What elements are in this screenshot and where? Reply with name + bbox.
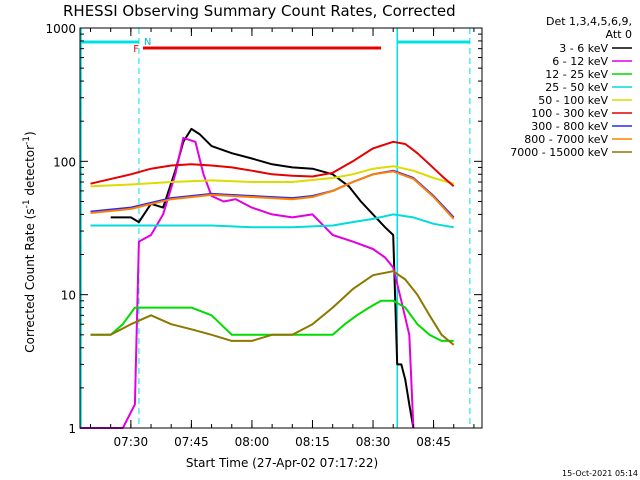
legend-label: 25 - 50 keV [545, 81, 608, 94]
y-tick-label: 100 [53, 155, 76, 169]
y-tick-label: 10 [61, 289, 76, 303]
legend-header: Det 1,3,4,5,6,9, Att 0 [546, 15, 632, 41]
series-line-1 [80, 136, 415, 429]
legend-label: 3 - 6 keV [559, 42, 608, 55]
legend-attenuator: Att 0 [606, 28, 632, 41]
legend-label: 100 - 300 keV [531, 107, 608, 120]
legend-label: 6 - 12 keV [552, 55, 608, 68]
series-line-5 [90, 140, 455, 188]
plot-frame [79, 27, 483, 429]
x-tick-label: 08:45 [416, 435, 451, 449]
series-line-8 [90, 270, 455, 346]
legend-label: 50 - 100 keV [538, 94, 608, 107]
series-line-4 [90, 165, 454, 188]
series-line-2 [90, 299, 454, 342]
night-markers [80, 28, 471, 428]
legend-label: 800 - 7000 keV [524, 133, 608, 146]
y-axis-label: Corrected Count Rate (s-1 detector-1) [22, 131, 37, 352]
x-tick-label: 07:30 [114, 435, 149, 449]
y-tick-label: 1 [68, 422, 76, 436]
series-line-7 [90, 170, 455, 220]
series-line-6 [90, 169, 455, 219]
legend-detectors: Det 1,3,4,5,6,9, [546, 15, 632, 28]
legend-label: 300 - 800 keV [531, 120, 608, 133]
x-tick-label: 08:00 [235, 435, 270, 449]
axes: 1 10 100 1000 07:30 07:45 08:00 08:15 08:30 08:45 [45, 22, 483, 449]
chart-title: RHESSI Observing Summary Count Rates, Co… [63, 2, 456, 20]
series-group [80, 127, 455, 429]
legend-label: 12 - 25 keV [545, 68, 608, 81]
night-flag-label: N [144, 37, 151, 48]
series-line-3 [90, 213, 454, 229]
x-tick-label: 08:15 [295, 435, 330, 449]
y-tick-label: 1000 [45, 22, 76, 36]
legend-label: 7000 - 15000 keV [510, 146, 608, 159]
footer-timestamp: 15-Oct-2021 05:14 [562, 469, 638, 478]
x-tick-label: 08:30 [356, 435, 391, 449]
flag-bars: FN [133, 37, 382, 55]
flare-flag-label: F [133, 44, 139, 55]
x-axis-label: Start Time (27-Apr-02 07:17:22) [186, 456, 378, 470]
x-tick-label: 07:45 [174, 435, 209, 449]
